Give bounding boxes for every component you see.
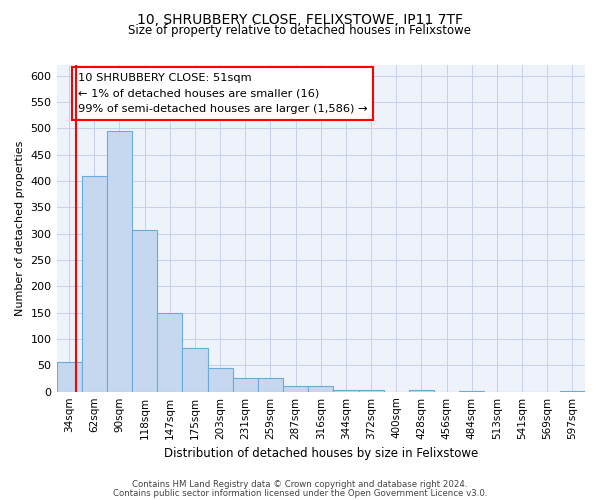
Bar xyxy=(258,378,283,392)
Bar xyxy=(56,362,82,392)
Bar xyxy=(208,368,233,392)
Text: 10 SHRUBBERY CLOSE: 51sqm
← 1% of detached houses are smaller (16)
99% of semi-d: 10 SHRUBBERY CLOSE: 51sqm ← 1% of detach… xyxy=(77,73,367,114)
Bar xyxy=(233,378,258,392)
Text: Contains HM Land Registry data © Crown copyright and database right 2024.: Contains HM Land Registry data © Crown c… xyxy=(132,480,468,489)
Text: Contains public sector information licensed under the Open Government Licence v3: Contains public sector information licen… xyxy=(113,488,487,498)
Y-axis label: Number of detached properties: Number of detached properties xyxy=(15,140,25,316)
Bar xyxy=(560,390,585,392)
Bar xyxy=(283,386,308,392)
Bar xyxy=(334,390,359,392)
Bar xyxy=(409,390,434,392)
Bar xyxy=(359,390,383,392)
Text: Size of property relative to detached houses in Felixstowe: Size of property relative to detached ho… xyxy=(128,24,472,37)
Bar xyxy=(157,312,182,392)
Bar xyxy=(107,131,132,392)
X-axis label: Distribution of detached houses by size in Felixstowe: Distribution of detached houses by size … xyxy=(164,447,478,460)
Bar xyxy=(459,390,484,392)
Bar xyxy=(82,176,107,392)
Text: 10, SHRUBBERY CLOSE, FELIXSTOWE, IP11 7TF: 10, SHRUBBERY CLOSE, FELIXSTOWE, IP11 7T… xyxy=(137,12,463,26)
Bar xyxy=(182,348,208,392)
Bar xyxy=(132,230,157,392)
Bar xyxy=(308,386,334,392)
